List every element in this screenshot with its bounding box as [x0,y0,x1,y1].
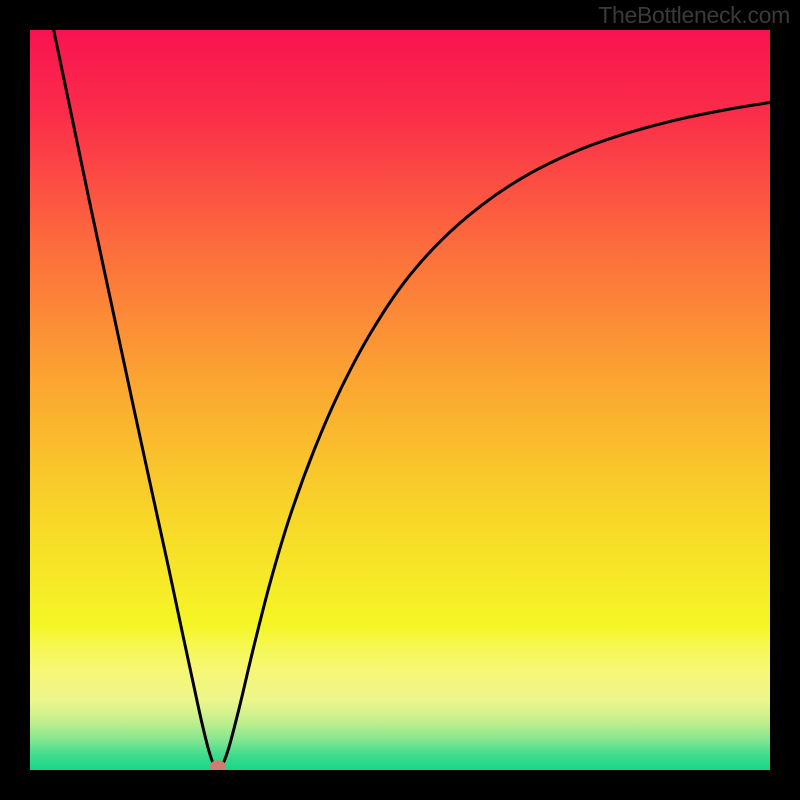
bottleneck-curve [54,30,770,769]
chart-frame: TheBottleneck.com [0,0,800,800]
watermark-text: TheBottleneck.com [598,2,790,29]
curve-layer [30,30,770,770]
plot-area [30,30,770,770]
